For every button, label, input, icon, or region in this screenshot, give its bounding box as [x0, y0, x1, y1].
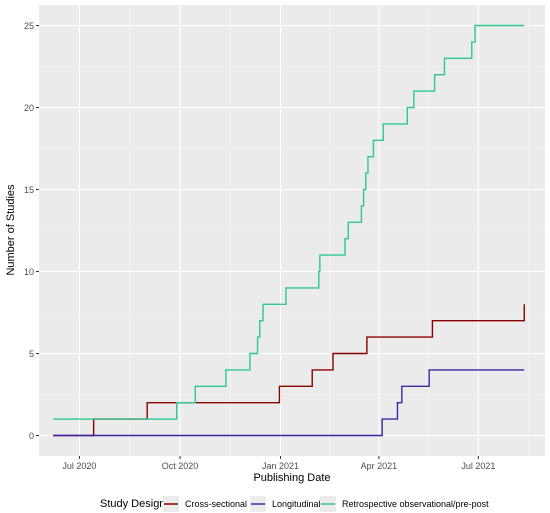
legend-label-cross-sectional: Cross-sectional [185, 499, 247, 509]
x-axis: Jul 2020 Oct 2020 Jan 2021 Apr 2021 Jul 2021 [62, 456, 495, 471]
series-line-longitudinal [53, 369, 525, 437]
x-tick-label: Jul 2021 [461, 461, 495, 471]
x-tick-label: Jul 2020 [62, 461, 96, 471]
y-tick-label: 5 [29, 349, 34, 359]
series-layer [53, 24, 525, 437]
y-tick-label: 15 [24, 185, 34, 195]
y-tick-label: 10 [24, 267, 34, 277]
x-tick-label: Jan 2021 [262, 461, 299, 471]
y-tick-label: 20 [24, 103, 34, 113]
series-line-retrospective-observational-pre-post [53, 24, 525, 420]
x-axis-title: Publishing Date [253, 472, 330, 484]
x-tick-label: Oct 2020 [162, 461, 199, 471]
y-tick-label: 25 [24, 21, 34, 31]
y-tick-label: 0 [29, 431, 34, 441]
legend-item-cross-sectional: Cross-sectional [163, 496, 247, 512]
y-axis-title: Number of Studies [5, 184, 17, 276]
legend-label-retrospective: Retrospective observational/pre-post [342, 499, 489, 509]
x-tick-label: Apr 2021 [361, 461, 398, 471]
legend-title: Study Design [100, 498, 165, 510]
legend-item-longitudinal: Longitudinal [250, 496, 321, 512]
legend: Study Design Cross-sectional Longitudina… [100, 496, 489, 512]
minor-grid [39, 5, 545, 456]
y-axis: 0 5 10 15 20 25 [24, 21, 39, 441]
legend-label-longitudinal: Longitudinal [272, 499, 321, 509]
legend-item-retrospective: Retrospective observational/pre-post [320, 496, 489, 512]
